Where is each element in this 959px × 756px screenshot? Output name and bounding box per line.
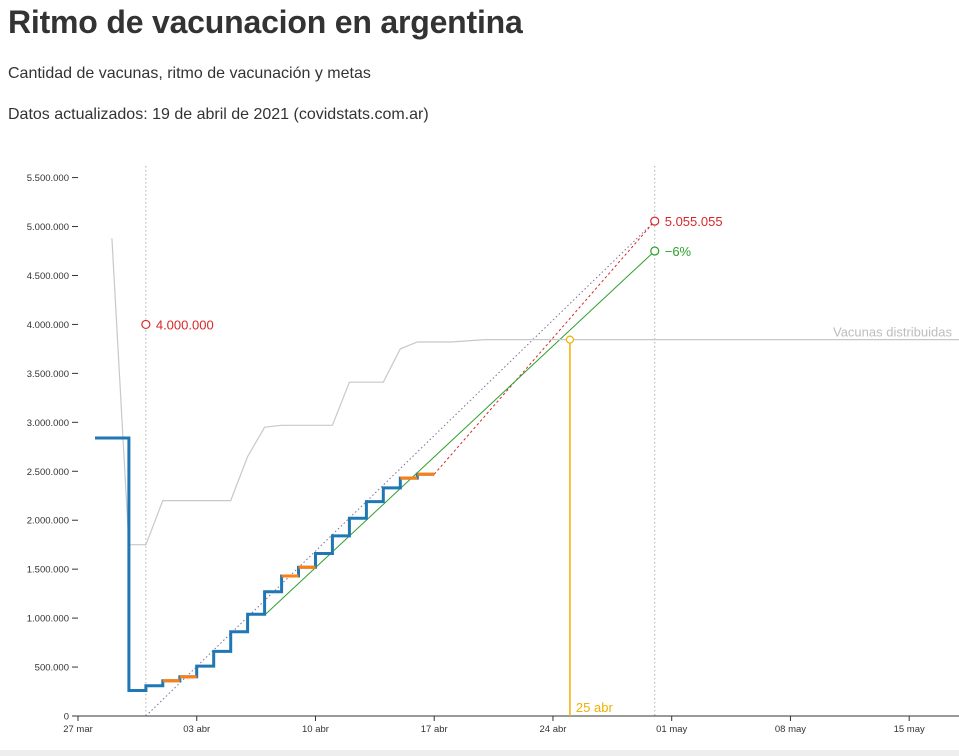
x-tick-label: 03 abr bbox=[183, 724, 210, 735]
trend-end-label: −6% bbox=[665, 244, 692, 259]
y-tick-label: 4.500.000 bbox=[27, 271, 69, 282]
y-tick-label: 5.500.000 bbox=[27, 173, 69, 184]
x-tick-label: 17 abr bbox=[421, 724, 448, 735]
crossing-date-label: 25 abr bbox=[576, 700, 614, 715]
applied-vaccines-line bbox=[95, 436, 435, 692]
x-tick-label: 27 mar bbox=[63, 724, 93, 735]
goal-end-label: 5.055.055 bbox=[665, 214, 723, 229]
y-tick-label: 5.000.000 bbox=[27, 222, 69, 233]
reference-lines bbox=[145, 166, 656, 717]
y-tick-label: 2.500.000 bbox=[27, 467, 69, 478]
y-axis: 0 500.000 1.000.000 1.500.000 2.000.000 2.500… bbox=[27, 173, 78, 723]
page-title: Ritmo de vacunacion en argentina bbox=[8, 4, 523, 40]
x-tick-label: 15 may bbox=[894, 724, 925, 735]
y-tick-label: 0 bbox=[64, 712, 69, 723]
distributed-vaccines-line bbox=[111, 238, 959, 546]
y-tick-label: 3.000.000 bbox=[27, 418, 69, 429]
y-tick-label: 4.000.000 bbox=[27, 320, 69, 331]
crossing-marker bbox=[565, 335, 575, 344]
x-axis: 27 mar 03 abr 10 abr 17 abr 24 abr 01 may 08 m… bbox=[63, 715, 959, 735]
y-tick-label: 2.000.000 bbox=[27, 516, 69, 527]
y-tick-label: 1.000.000 bbox=[27, 614, 69, 625]
update-note: Datos actualizados: 19 de abril de 2021 … bbox=[8, 106, 429, 123]
page-subtitle: Cantidad de vacunas, ritmo de vacunación… bbox=[8, 65, 371, 82]
goal-marker-end bbox=[650, 216, 660, 226]
y-tick-label: 500.000 bbox=[35, 663, 69, 674]
x-tick-label: 24 abr bbox=[539, 724, 566, 735]
goal-marker-start bbox=[141, 319, 151, 330]
x-tick-label: 01 may bbox=[656, 724, 687, 735]
annotations: 4.000.000 5.055.055 −6% 25 abr Vacunas distr… bbox=[141, 214, 952, 715]
bottom-bar bbox=[0, 750, 959, 756]
x-tick-label: 08 may bbox=[775, 724, 806, 735]
vaccination-chart: 0 500.000 1.000.000 1.500.000 2.000.000 2.500… bbox=[27, 166, 959, 735]
y-tick-label: 1.500.000 bbox=[27, 565, 69, 576]
x-tick-label: 10 abr bbox=[302, 724, 329, 735]
distributed-series-label: Vacunas distribuidas bbox=[833, 325, 952, 340]
goal-start-label: 4.000.000 bbox=[156, 317, 214, 332]
trend-line bbox=[264, 250, 656, 616]
goal-pace-line bbox=[145, 220, 656, 717]
trend-marker-end bbox=[650, 246, 660, 256]
required-pace-line bbox=[433, 220, 656, 475]
plot-area bbox=[95, 238, 959, 692]
y-tick-label: 3.500.000 bbox=[27, 369, 69, 380]
